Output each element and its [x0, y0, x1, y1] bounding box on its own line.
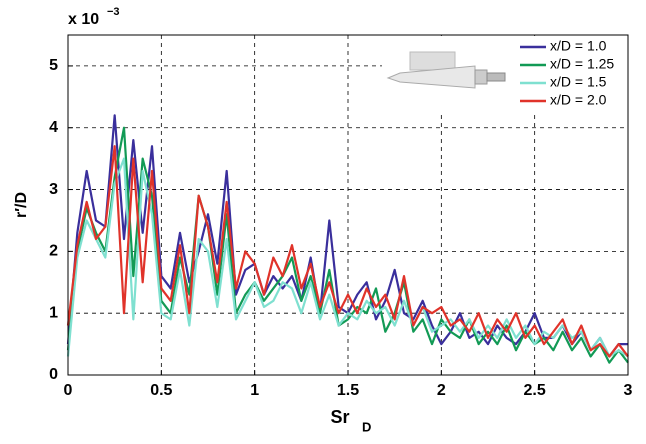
plot-frame — [67, 34, 629, 376]
y-tick-label: 4 — [49, 119, 58, 136]
x-tick-label: 0 — [64, 382, 73, 399]
y-tick-label: 5 — [49, 57, 58, 74]
y-multiplier: x 10 — [68, 11, 99, 28]
legend-label: x/D = 1.25 — [550, 56, 614, 72]
y-tick-label: 2 — [49, 243, 58, 260]
icon-nozzle — [474, 69, 488, 85]
icon-jet — [486, 72, 506, 82]
y-tick-label: 3 — [49, 181, 58, 198]
x-tick-label: 1.5 — [337, 382, 359, 399]
legend-icon — [386, 51, 506, 89]
x-tick-label: 2.5 — [524, 382, 546, 399]
y-tick-label: 1 — [49, 304, 58, 321]
legend-label: x/D = 1.0 — [550, 38, 607, 54]
y-multiplier-exponent: −3 — [107, 6, 120, 18]
icon-body — [386, 65, 476, 89]
x-tick-label: 0.5 — [150, 382, 172, 399]
legend: x/D = 1.0 x/D = 1.25 x/D = 1.5 x/D = 2.0 — [382, 36, 627, 112]
x-tick-label: 1 — [250, 382, 259, 399]
plot-lines — [66, 114, 629, 364]
x-tick-label: 3 — [624, 382, 633, 399]
data-line — [66, 157, 629, 358]
data-line — [66, 145, 629, 358]
legend-label: x/D = 1.5 — [550, 74, 607, 90]
x-axis-label-subscript: D — [362, 419, 371, 434]
x-tick-label: 2 — [437, 382, 446, 399]
y-tick-label: 0 — [49, 366, 58, 383]
x-axis-label: Sr — [330, 407, 349, 427]
legend-label: x/D = 2.0 — [550, 92, 607, 108]
icon-fin — [409, 51, 456, 71]
y-axis-label: r′/D — [13, 192, 30, 218]
